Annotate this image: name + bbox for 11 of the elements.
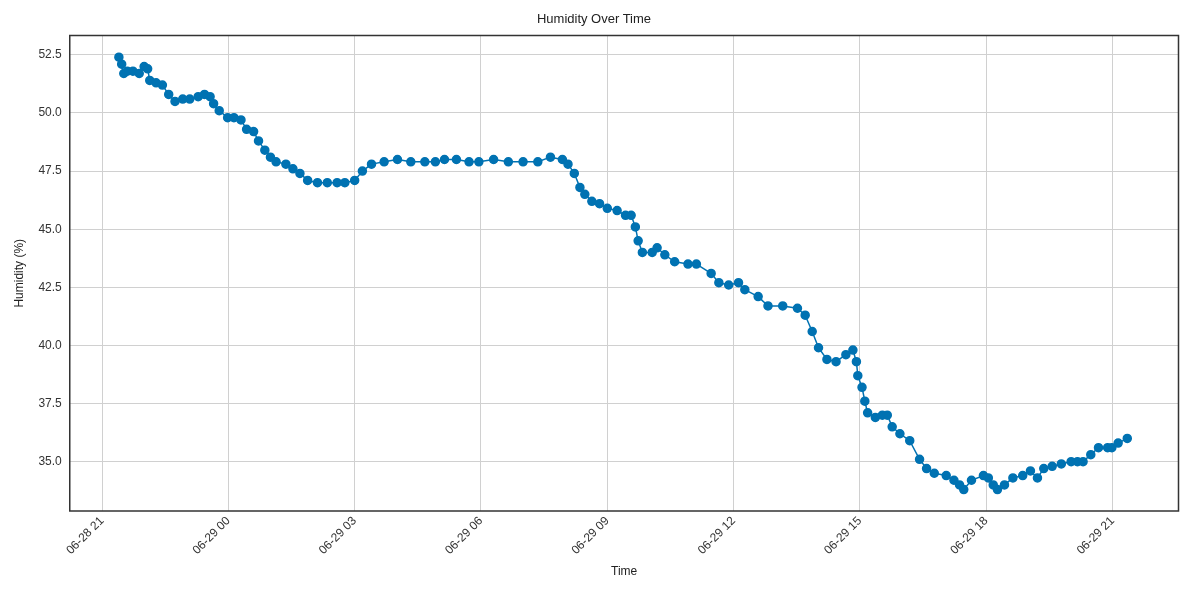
y-axis-title: Humidity (%): [11, 238, 26, 308]
y-tick-label: 42.5: [38, 279, 63, 294]
y-tick-label: 37.5: [38, 395, 63, 410]
y-tick-label: 47.5: [38, 163, 63, 178]
y-tick-label: 40.0: [38, 337, 63, 352]
y-tick-label: 35.0: [38, 453, 63, 468]
x-axis-title: Time: [611, 564, 638, 579]
y-tick-label: 45.0: [38, 221, 63, 236]
y-tick-label: 50.0: [38, 105, 63, 120]
y-tick-label: 52.5: [38, 47, 63, 62]
chart-title: Humidity Over Time: [536, 11, 652, 27]
